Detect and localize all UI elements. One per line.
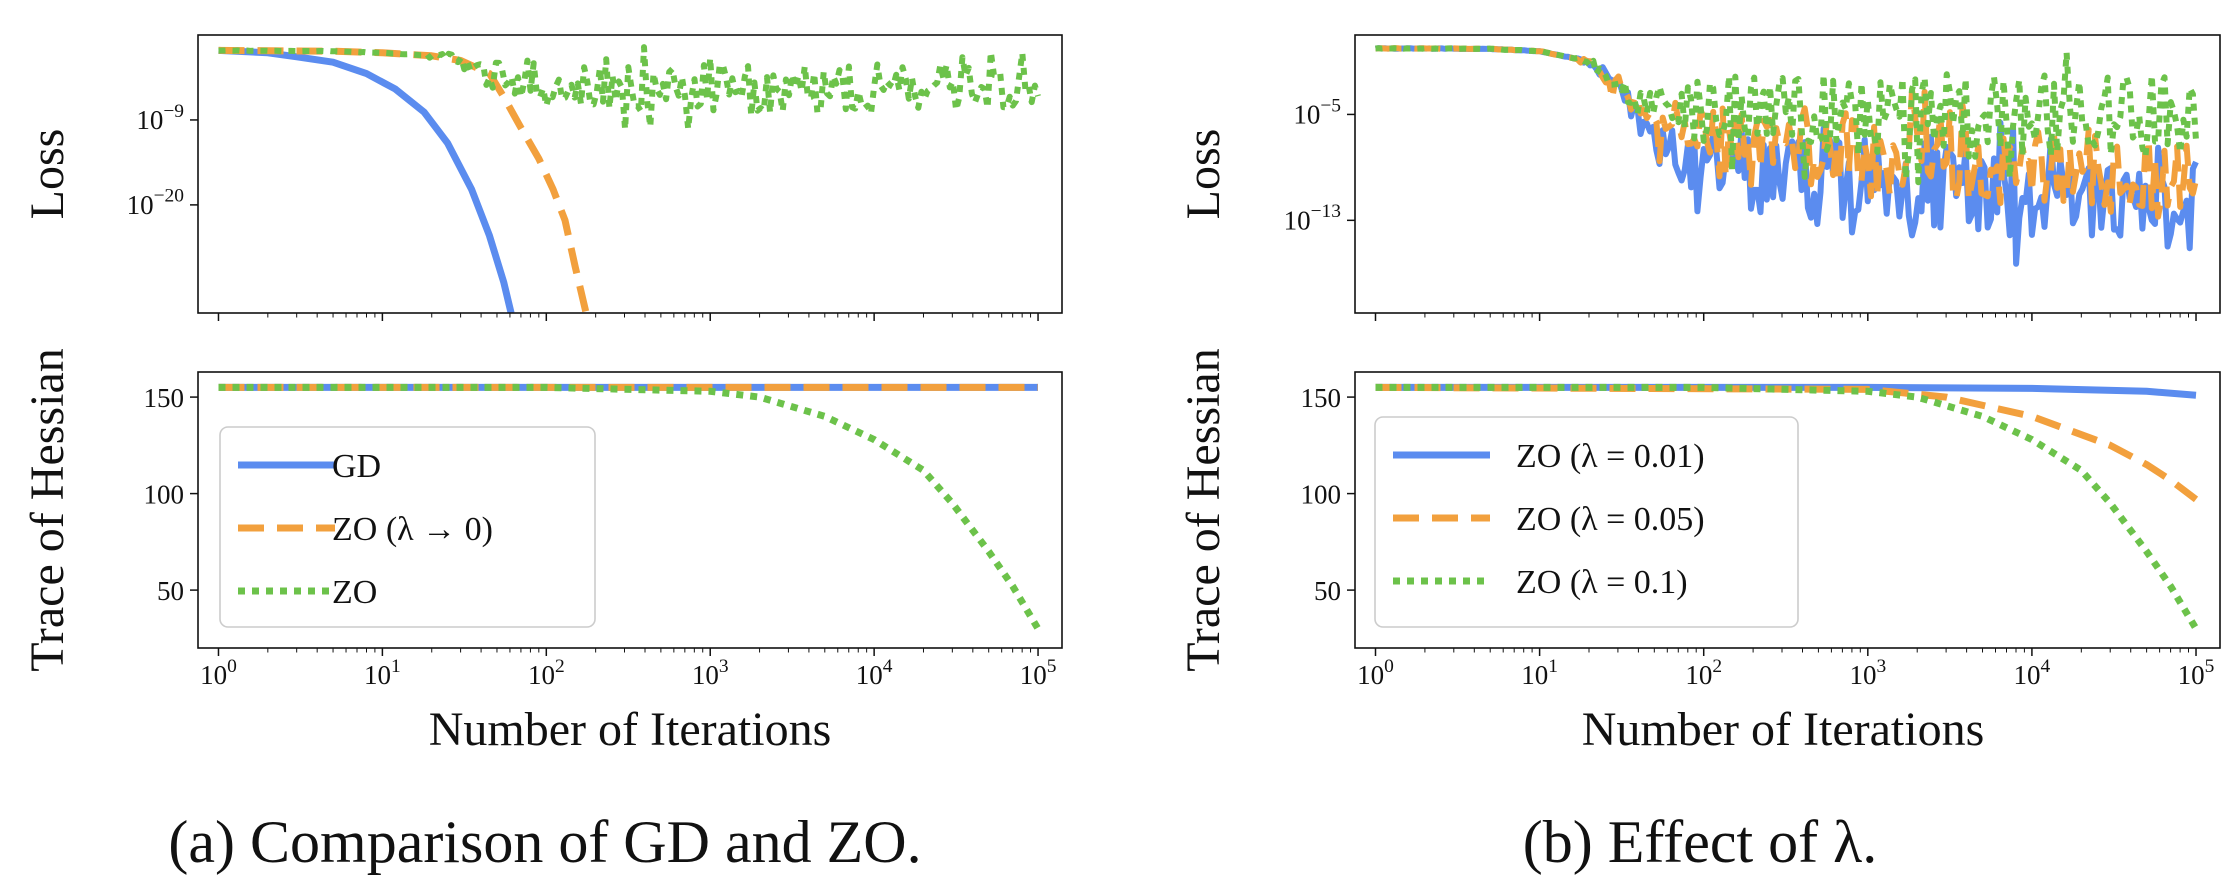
y-axis-label: Trace of Hessian [1177, 348, 1230, 671]
plot-frame [1354, 34, 2221, 314]
legend: ZO (λ = 0.01) ZO (λ = 0.05) ZO (λ = 0.1) [1374, 416, 1799, 628]
series-group [1375, 383, 2200, 631]
legend-label: ZO (λ = 0.01) [1516, 438, 1705, 475]
legend-label: ZO [332, 574, 377, 611]
x-tick-label: 100 [200, 656, 237, 690]
plot-frame [197, 371, 1063, 649]
y-tick-label: 10−5 [1293, 95, 1341, 129]
legend-box [1374, 416, 1799, 628]
series-line [218, 46, 590, 313]
caption-b: (b) Effect of λ. [1523, 809, 1878, 875]
x-tick-label: 102 [1685, 656, 1722, 690]
y-tick-label: 100 [1301, 480, 1342, 510]
legend-box [219, 426, 596, 628]
y-tick-label: 10−20 [127, 186, 184, 220]
legend: GD ZO (λ → 0) ZO [219, 426, 596, 628]
series-line [1375, 45, 2199, 220]
caption-a: (a) Comparison of GD and ZO. [168, 809, 921, 875]
series-line [1375, 383, 2200, 631]
x-tick-label: 101 [1521, 656, 1558, 690]
x-axis-label: Number of Iterations [429, 703, 832, 756]
subplot-loss: 10−9 10−20 Loss [21, 34, 1063, 321]
plot-frame [197, 34, 1063, 314]
y-tick-label: 10−13 [1284, 201, 1341, 235]
y-tick-label: 150 [144, 383, 185, 413]
legend-label: ZO (λ = 0.05) [1516, 501, 1705, 538]
panel-b: 10−5 10−13 Loss 50 100 150 100 101 102 103 104 105 T… [1177, 34, 2221, 756]
y-tick-label: 50 [1314, 576, 1341, 606]
subplot-trace: 50 100 150 100 101 102 103 104 105 Trace of Hessi… [1177, 348, 2221, 690]
series-group [1374, 45, 2199, 267]
x-tick-label: 104 [2014, 656, 2051, 690]
x-axis-label: Number of Iterations [1582, 703, 1985, 756]
x-tick-label: 101 [364, 656, 401, 690]
panel-a: 10−9 10−20 Loss 50 100 150 100 101 102 103 104 105 T… [21, 34, 1063, 756]
legend-label: ZO (λ → 0) [332, 511, 493, 548]
y-tick-label: 150 [1301, 383, 1342, 413]
y-tick-label: 10−9 [136, 101, 184, 135]
legend-label: ZO (λ = 0.1) [1516, 564, 1688, 601]
x-tick-label: 103 [692, 656, 729, 690]
y-axis-label: Trace of Hessian [21, 348, 74, 671]
series-line [218, 44, 1041, 133]
x-tick-label: 103 [1849, 656, 1886, 690]
plot-frame [1354, 371, 2221, 649]
x-tick-label: 100 [1357, 656, 1394, 690]
x-tick-label: 105 [2178, 656, 2215, 690]
subplot-loss: 10−5 10−13 Loss [1177, 34, 2221, 321]
x-tick-label: 102 [528, 656, 565, 690]
x-tick-label: 105 [1020, 656, 1057, 690]
series-line [218, 383, 1042, 631]
y-axis-label: Loss [21, 129, 74, 220]
series-group [218, 383, 1042, 631]
subplot-trace: 50 100 150 100 101 102 103 104 105 Trace of Hessi… [21, 348, 1063, 690]
series-group [218, 44, 1041, 313]
y-tick-label: 100 [144, 480, 185, 510]
x-tick-label: 104 [856, 656, 893, 690]
series-line [218, 46, 515, 313]
legend-label: GD [332, 448, 381, 485]
series-line [1375, 45, 2199, 186]
y-axis-label: Loss [1177, 129, 1230, 220]
y-tick-label: 50 [157, 576, 184, 606]
